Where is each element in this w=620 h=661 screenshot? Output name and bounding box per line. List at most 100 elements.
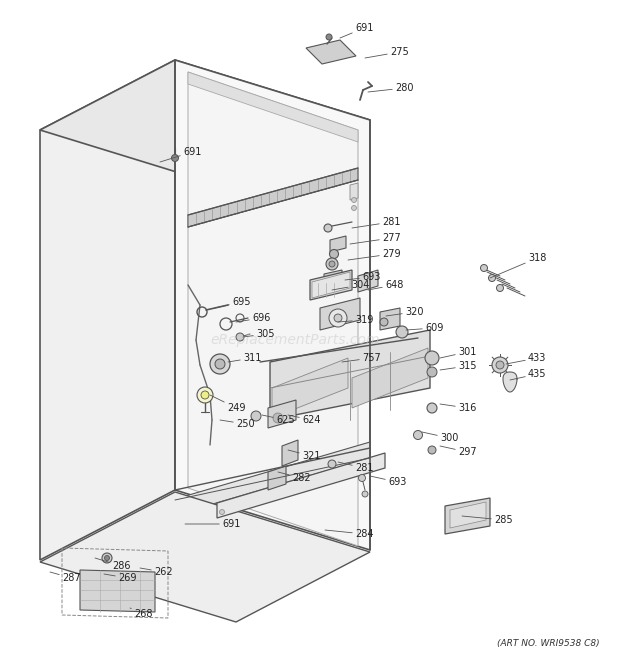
Text: 300: 300: [422, 432, 458, 443]
Text: eReplacementParts.com: eReplacementParts.com: [210, 333, 379, 347]
Polygon shape: [40, 60, 370, 190]
Circle shape: [396, 326, 408, 338]
Polygon shape: [310, 270, 352, 300]
Polygon shape: [503, 372, 517, 392]
Circle shape: [334, 314, 342, 322]
Text: 301: 301: [440, 347, 476, 358]
Polygon shape: [330, 236, 346, 252]
Polygon shape: [272, 358, 348, 418]
Circle shape: [414, 430, 422, 440]
Text: 269: 269: [104, 573, 136, 583]
Text: 304: 304: [332, 280, 370, 290]
Text: 433: 433: [506, 353, 546, 364]
Text: 318: 318: [490, 253, 546, 278]
Polygon shape: [188, 168, 358, 227]
Polygon shape: [80, 570, 155, 612]
Circle shape: [219, 510, 224, 514]
Circle shape: [427, 367, 437, 377]
Text: 275: 275: [365, 47, 409, 58]
Text: 311: 311: [228, 353, 262, 363]
Text: 279: 279: [348, 249, 401, 260]
Text: 281: 281: [338, 462, 373, 473]
Circle shape: [324, 224, 332, 232]
Polygon shape: [352, 348, 428, 408]
Text: 280: 280: [368, 83, 414, 93]
Circle shape: [329, 249, 339, 258]
Circle shape: [352, 206, 356, 210]
Polygon shape: [188, 72, 358, 142]
Text: 691: 691: [340, 23, 373, 38]
Circle shape: [492, 357, 508, 373]
Circle shape: [428, 446, 436, 454]
Circle shape: [352, 198, 356, 202]
Circle shape: [201, 391, 209, 399]
Text: 695: 695: [215, 297, 250, 308]
Text: 435: 435: [510, 369, 546, 380]
Polygon shape: [450, 502, 486, 528]
Circle shape: [197, 387, 213, 403]
Text: 316: 316: [440, 403, 476, 413]
Text: 648: 648: [368, 280, 404, 290]
Polygon shape: [40, 492, 370, 622]
Polygon shape: [270, 330, 430, 420]
Polygon shape: [380, 308, 400, 330]
Polygon shape: [320, 298, 360, 330]
Text: 624: 624: [288, 415, 321, 425]
Circle shape: [425, 351, 439, 365]
Text: 696: 696: [236, 313, 270, 323]
Text: 609: 609: [406, 323, 443, 333]
Circle shape: [236, 333, 244, 341]
Circle shape: [489, 274, 495, 282]
Circle shape: [172, 155, 179, 161]
Circle shape: [362, 491, 368, 497]
Circle shape: [251, 411, 261, 421]
Circle shape: [329, 261, 335, 267]
Text: 281: 281: [352, 217, 401, 228]
Circle shape: [329, 309, 347, 327]
Polygon shape: [445, 498, 490, 534]
Polygon shape: [350, 183, 358, 200]
Text: 315: 315: [440, 361, 477, 371]
Circle shape: [102, 553, 112, 563]
Text: 757: 757: [342, 353, 381, 363]
Polygon shape: [40, 60, 175, 560]
Polygon shape: [188, 72, 358, 546]
Polygon shape: [312, 272, 350, 298]
Circle shape: [326, 258, 338, 270]
Text: 625: 625: [262, 415, 294, 425]
Text: 320: 320: [386, 307, 423, 317]
Text: 262: 262: [140, 567, 172, 577]
Text: 285: 285: [462, 515, 513, 525]
Text: 691: 691: [160, 147, 202, 162]
Circle shape: [480, 264, 487, 272]
Polygon shape: [268, 466, 286, 490]
Text: 693: 693: [370, 476, 406, 487]
Text: 693: 693: [345, 272, 381, 282]
Text: 250: 250: [220, 419, 255, 429]
Polygon shape: [282, 440, 298, 466]
Circle shape: [358, 475, 366, 481]
Polygon shape: [175, 60, 370, 550]
Polygon shape: [165, 442, 370, 518]
Text: 286: 286: [95, 558, 130, 571]
Text: 691: 691: [185, 519, 241, 529]
Text: 268: 268: [130, 608, 153, 619]
Circle shape: [215, 359, 225, 369]
Text: 319: 319: [338, 315, 373, 325]
Text: 282: 282: [278, 472, 311, 483]
Text: 284: 284: [325, 529, 373, 539]
Circle shape: [380, 318, 388, 326]
Text: 305: 305: [243, 329, 275, 339]
Circle shape: [326, 34, 332, 40]
Text: 297: 297: [440, 446, 477, 457]
Polygon shape: [217, 453, 385, 518]
Text: 321: 321: [288, 450, 321, 461]
Circle shape: [105, 555, 110, 561]
Circle shape: [328, 460, 336, 468]
Text: 277: 277: [350, 233, 401, 244]
Text: 249: 249: [210, 395, 246, 413]
Polygon shape: [306, 40, 356, 64]
Circle shape: [210, 354, 230, 374]
Polygon shape: [324, 270, 342, 286]
Polygon shape: [358, 270, 378, 292]
